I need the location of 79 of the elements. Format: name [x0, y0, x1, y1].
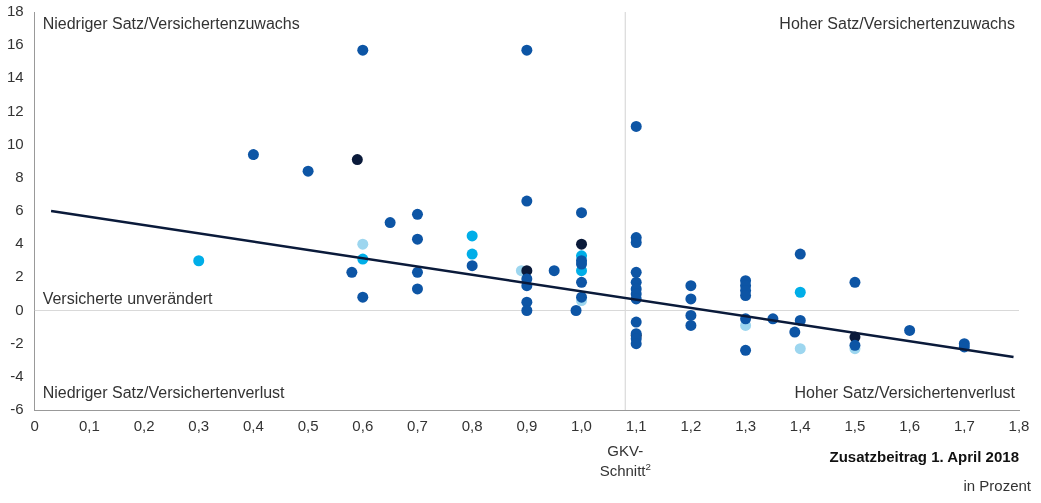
point: [794, 343, 806, 355]
point: [576, 291, 588, 303]
point: [576, 238, 588, 250]
x-tick-label: 0,6: [352, 417, 374, 435]
point: [576, 207, 588, 219]
point: [384, 217, 396, 229]
point: [685, 309, 697, 321]
point: [411, 233, 423, 245]
point: [849, 276, 861, 288]
annotation: Niedriger Satz/Versichertenzuwachs: [42, 15, 300, 32]
x-tick-label: 0,5: [297, 417, 319, 435]
point: [849, 339, 861, 351]
x-tick-label: 1,5: [844, 417, 866, 435]
ref-line-label: Versicherte unverändert: [42, 289, 214, 307]
point: [794, 248, 806, 260]
x-tick-label: 0,1: [78, 417, 100, 435]
y-tick-label: -4: [10, 366, 24, 384]
x-tick-label: 0,2: [133, 417, 155, 435]
point: [302, 165, 314, 177]
x-tick-label: 1,8: [1008, 417, 1030, 435]
point: [357, 238, 369, 250]
y-tick-label: 10: [7, 134, 24, 152]
point: [193, 255, 205, 267]
x-tick-label: 1,2: [680, 417, 702, 435]
y-tick-label: 2: [15, 267, 24, 285]
point: [466, 248, 478, 260]
text: in Prozent: [963, 477, 1032, 494]
x-axis-title: Zusatzbeitrag 1. April 2018: [829, 448, 1019, 466]
point: [521, 195, 533, 207]
point: [685, 319, 697, 331]
point: [685, 280, 697, 292]
point: [630, 316, 642, 328]
point: [630, 266, 642, 278]
y-tick-label: 6: [15, 201, 24, 219]
x-tick-label: 0,4: [242, 417, 264, 435]
x-tick-label: 0,3: [188, 417, 210, 435]
y-tick-label: 4: [15, 234, 24, 252]
point: [576, 276, 588, 288]
point: [789, 326, 801, 338]
annotation: Niedriger Satz/Versichertenverlust: [42, 384, 286, 401]
x-tick-label: 0: [30, 417, 39, 435]
x-tick-label: 0,8: [461, 417, 483, 435]
point: [548, 265, 560, 277]
point: [357, 291, 369, 303]
y-tick-label: -2: [10, 333, 24, 351]
y-tick-label: 12: [7, 101, 24, 119]
annotation: Hoher Satz/Versichertenverlust: [794, 384, 1016, 401]
point: [411, 266, 423, 278]
x-tick-label: 0,9: [516, 417, 538, 435]
point: [346, 266, 358, 278]
y-tick-label: 8: [15, 167, 24, 185]
point: [357, 44, 369, 56]
x-tick-label: 1,7: [953, 417, 975, 435]
x-tick-label: 1,0: [571, 417, 592, 435]
point: [351, 154, 363, 166]
y-tick-label: 16: [7, 35, 24, 53]
point: [904, 324, 916, 336]
y-tick-label: 0: [15, 300, 24, 318]
y-tick-label: -6: [10, 400, 24, 418]
y-tick-label: 18: [7, 2, 24, 20]
annotation: Hoher Satz/Versichertenzuwachs: [779, 15, 1015, 32]
x-tick-label: 1,1: [625, 417, 647, 435]
point: [247, 149, 259, 161]
point: [521, 44, 533, 56]
x-tick-label: 1,3: [735, 417, 757, 435]
point: [794, 286, 806, 298]
point: [521, 305, 533, 316]
y-tick-label: 14: [7, 68, 24, 86]
point: [685, 293, 697, 305]
point: [740, 344, 752, 356]
point: [466, 260, 478, 272]
x-tick-label: 1,4: [789, 417, 811, 435]
point: [411, 208, 423, 220]
point: [466, 230, 478, 242]
point: [570, 305, 582, 316]
point: [630, 120, 642, 132]
x-tick-label: 0,7: [407, 417, 428, 435]
point: [411, 283, 423, 295]
x-tick-label: 1,6: [899, 417, 921, 435]
